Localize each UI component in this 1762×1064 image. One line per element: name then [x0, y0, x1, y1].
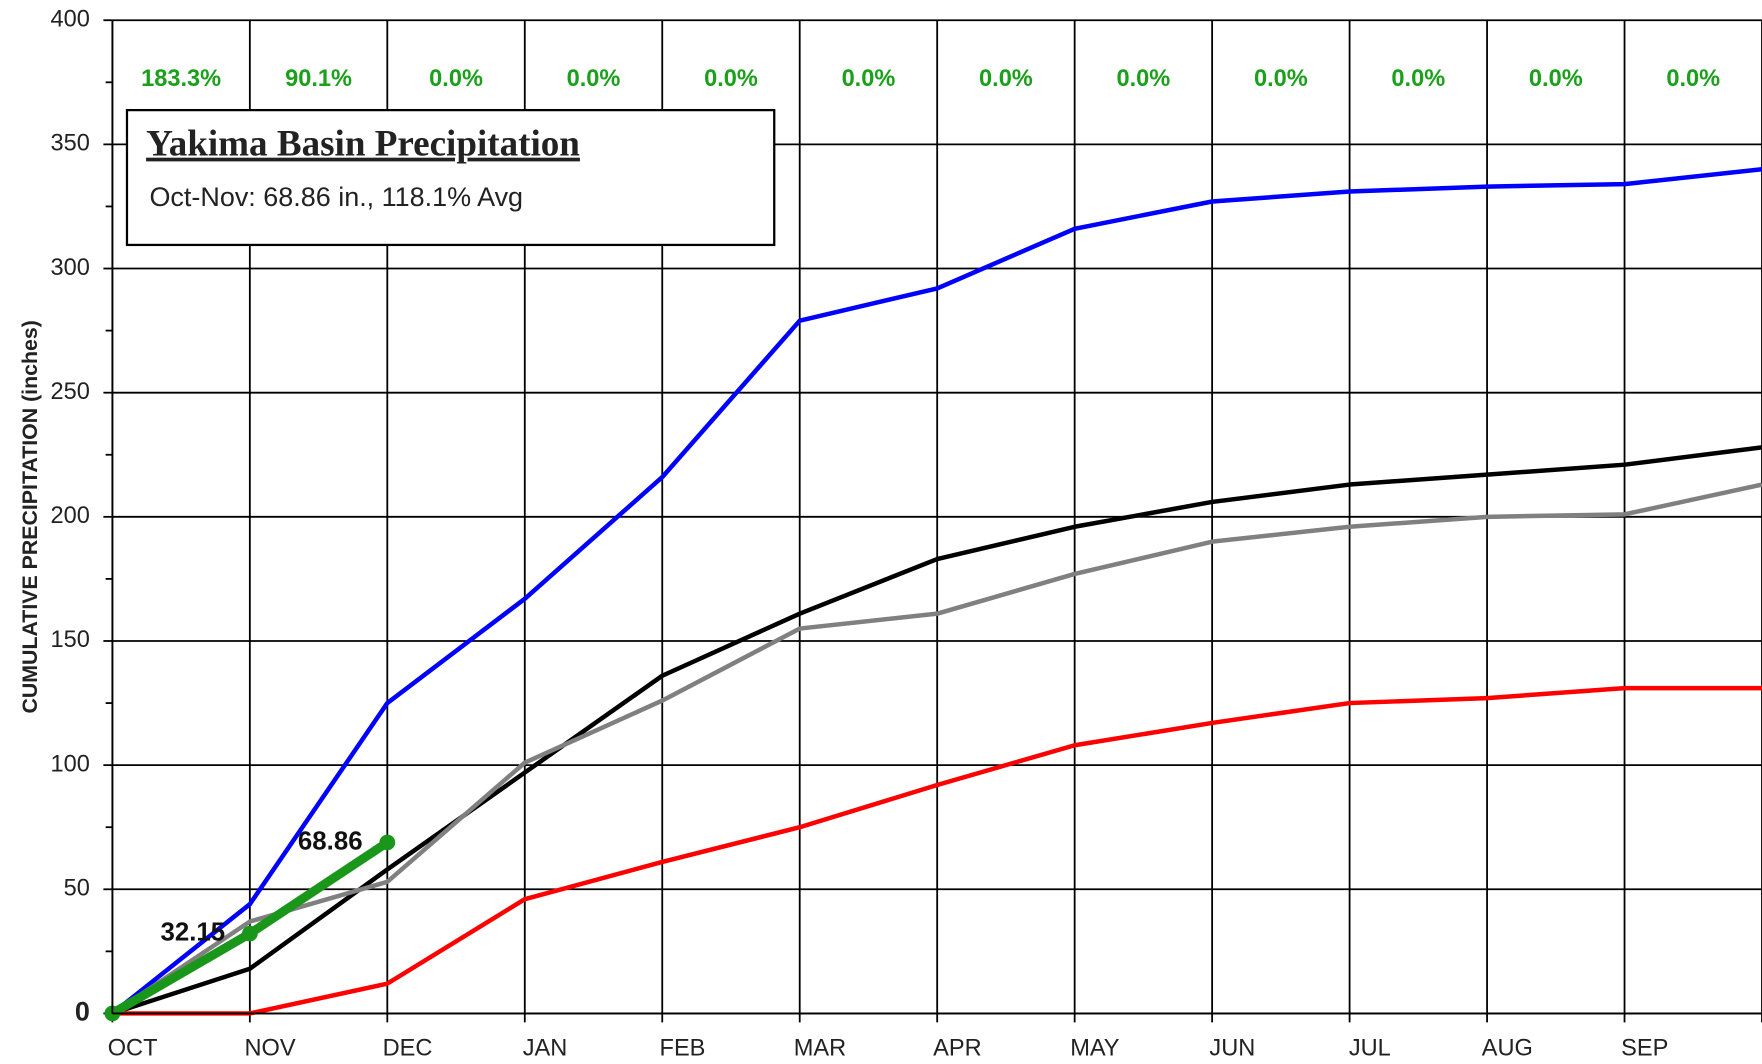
- y-tick-label: 300: [51, 254, 90, 280]
- x-tick-label: JUN: [1209, 1035, 1255, 1061]
- series-line: [111, 445, 1762, 1016]
- percent-label: 0.0%: [1391, 65, 1445, 91]
- percent-label: 0.0%: [429, 65, 483, 91]
- info-box: [125, 108, 776, 247]
- y-tick-label: 200: [51, 502, 90, 528]
- x-tick-label: FEB: [660, 1035, 706, 1061]
- point: [379, 834, 396, 851]
- x-tick-label: OCT: [108, 1035, 158, 1061]
- x-tick-label: JAN: [523, 1035, 568, 1061]
- percent-label: 90.1%: [285, 65, 352, 91]
- x-tick-label: MAR: [794, 1035, 846, 1061]
- percent-label: 183.3%: [141, 65, 221, 91]
- x-tick-label: JUL: [1349, 1035, 1391, 1061]
- y-tick-label: 350: [51, 130, 90, 156]
- percent-label: 0.0%: [1666, 65, 1720, 91]
- percent-label: 0.0%: [1529, 65, 1583, 91]
- x-tick-label: SEP: [1621, 1035, 1668, 1061]
- data-label: 68.86: [298, 827, 363, 855]
- data-label: 32.15: [160, 918, 225, 946]
- series-line: [111, 482, 1762, 1016]
- percent-label: 0.0%: [979, 65, 1033, 91]
- percent-label: 0.0%: [567, 65, 621, 91]
- percent-label: 0.0%: [1254, 65, 1308, 91]
- series-line: [110, 166, 1762, 1016]
- y-tick-label: 100: [51, 750, 90, 776]
- point: [241, 925, 258, 942]
- y-tick-label: 0: [75, 997, 90, 1027]
- percent-label: 0.0%: [1117, 65, 1171, 91]
- y-tick-label: 400: [51, 5, 90, 31]
- x-tick-label: AUG: [1482, 1035, 1533, 1061]
- series-line: [112, 685, 1762, 1016]
- y-tick-label: 50: [64, 875, 90, 901]
- box-subtitle: Oct-Nov: 68.86 in., 118.1% Avg: [149, 182, 523, 212]
- y-tick-label: 250: [51, 378, 90, 404]
- x-tick-label: NOV: [245, 1035, 296, 1061]
- x-tick-label: APR: [933, 1035, 981, 1061]
- x-tick-label: DEC: [383, 1035, 433, 1061]
- x-tick-label: MAY: [1070, 1035, 1120, 1061]
- box-title: Yakima Basin Precipitation: [146, 124, 580, 165]
- percent-label: 0.0%: [842, 65, 896, 91]
- percent-label: 0.0%: [704, 65, 758, 91]
- y-axis-label: CUMULATIVE PRECIPITATION (inches): [18, 320, 42, 713]
- y-tick-label: 150: [51, 626, 90, 652]
